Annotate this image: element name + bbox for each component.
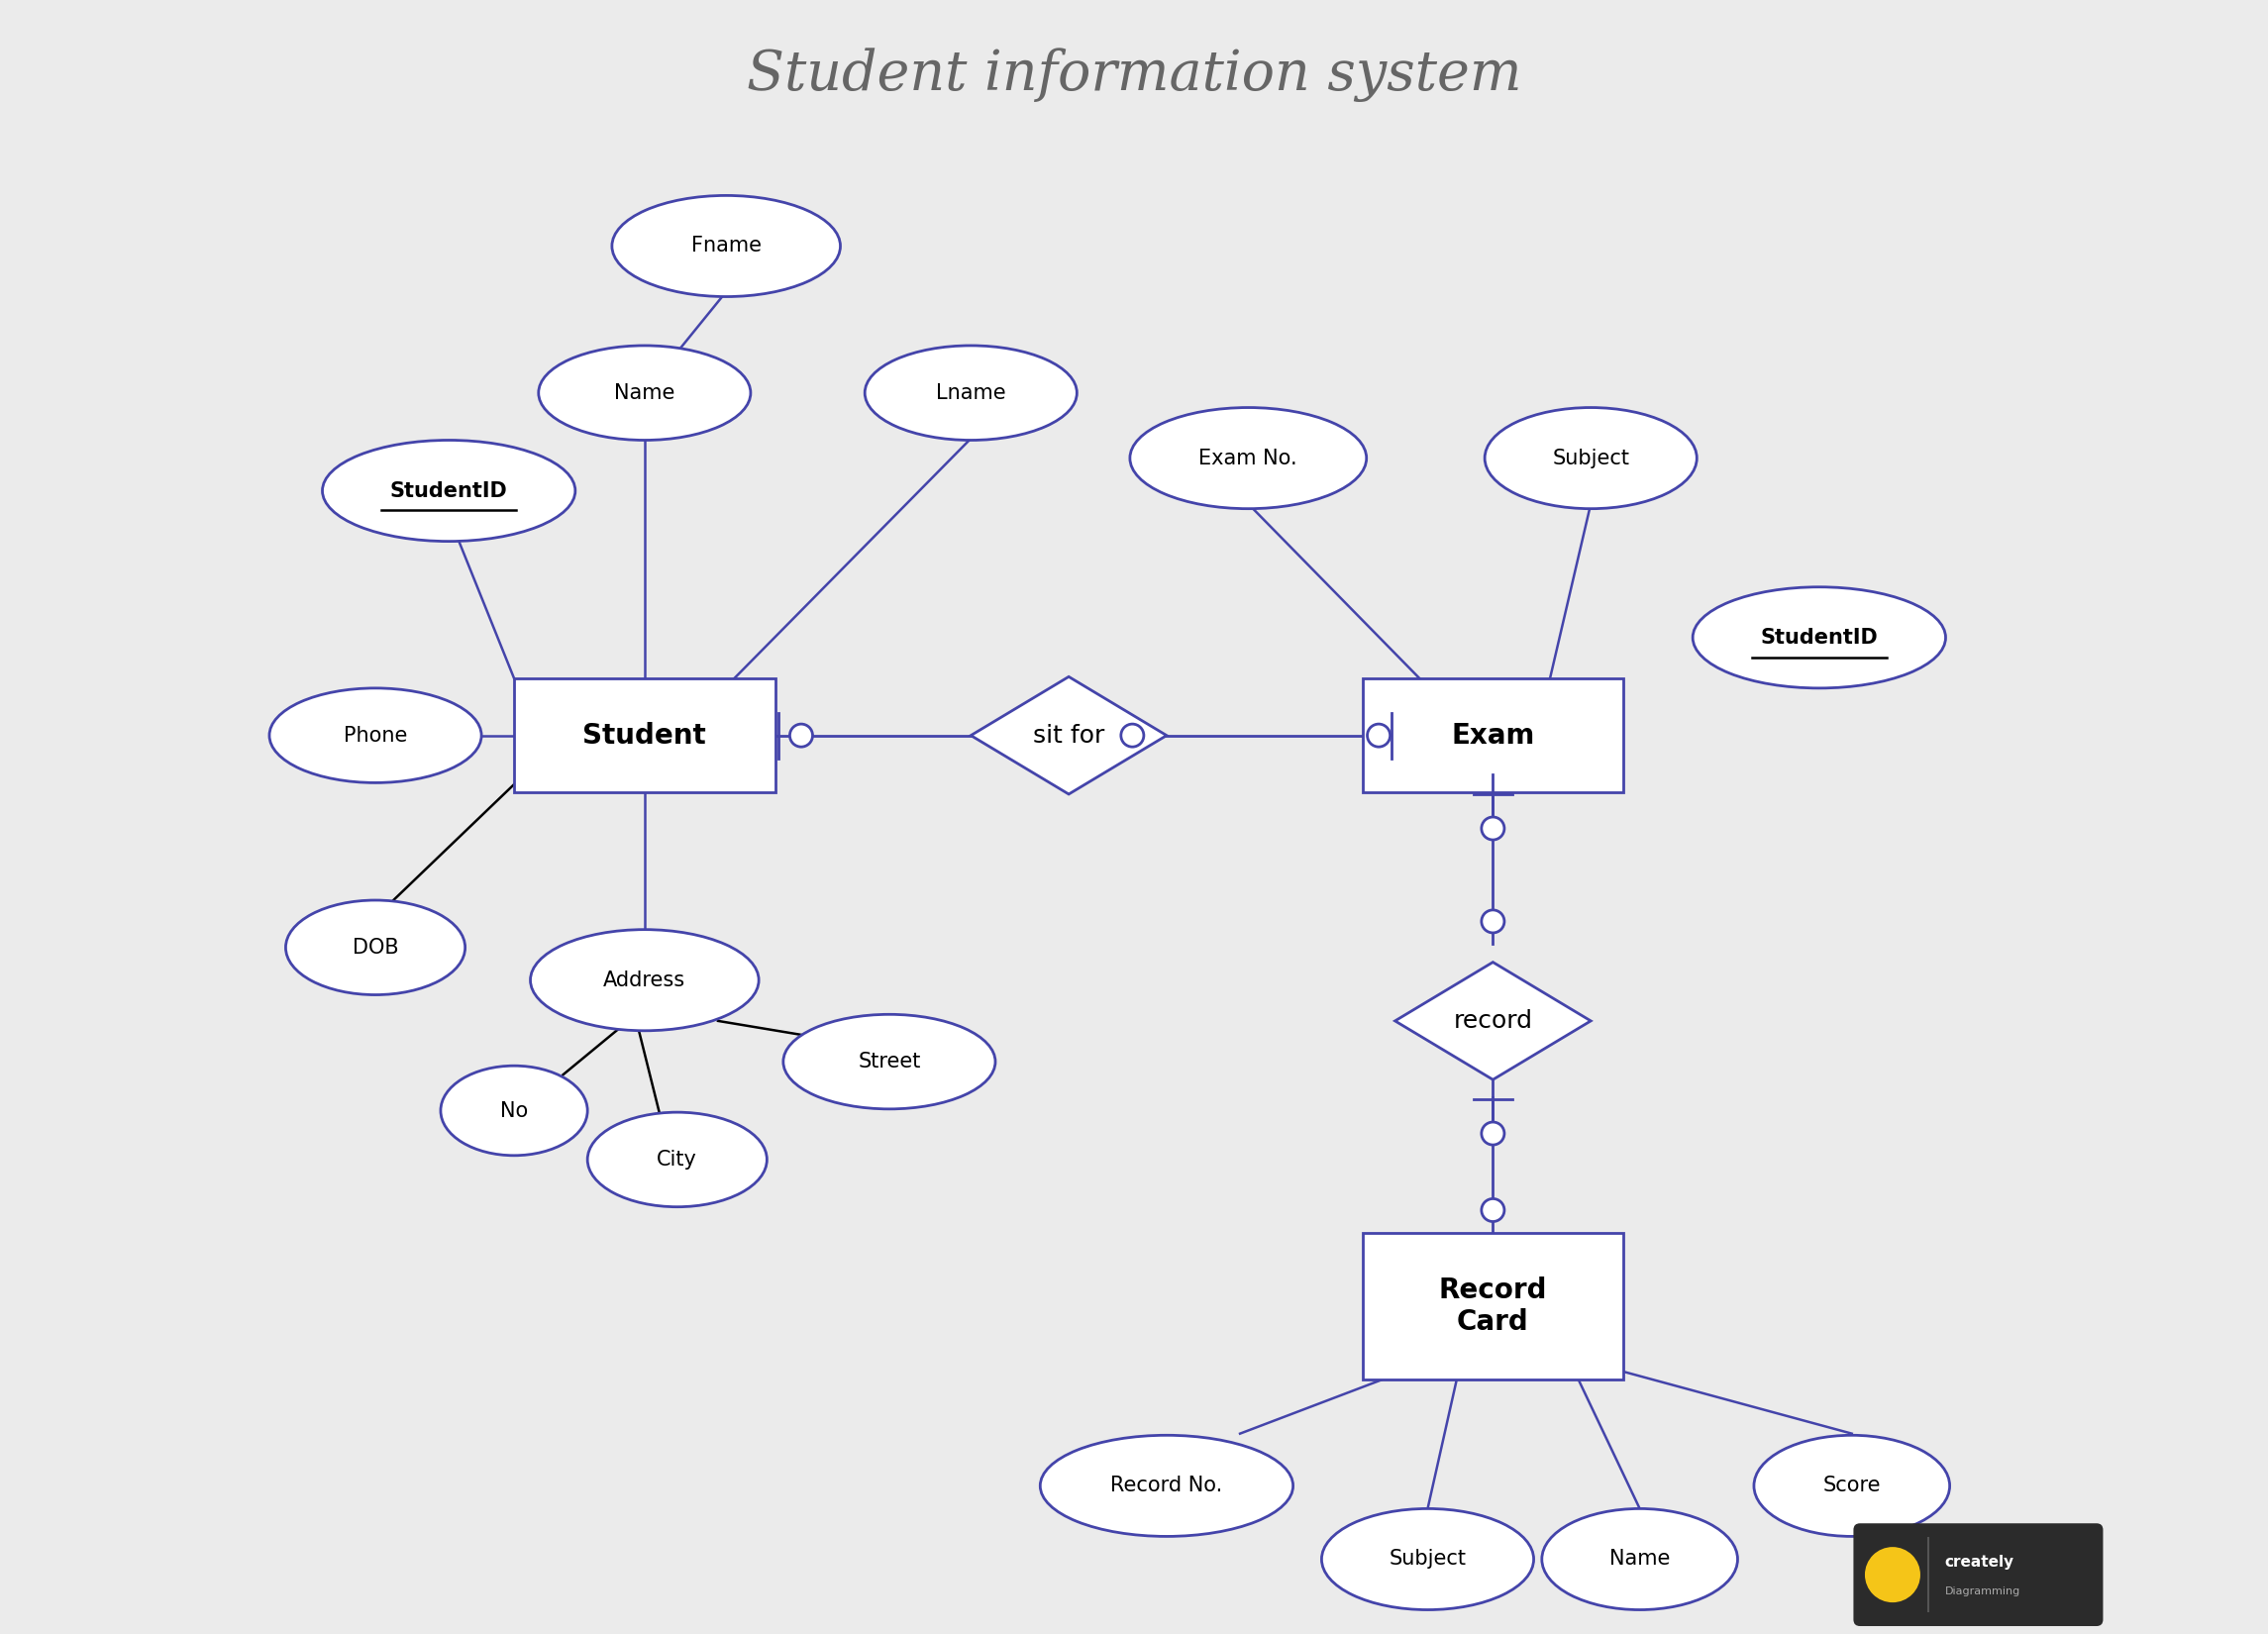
Text: StudentID: StudentID [390,480,508,500]
Text: Lname: Lname [937,382,1005,402]
Text: Name: Name [615,382,676,402]
Ellipse shape [440,1065,587,1155]
Text: Subject: Subject [1388,1549,1467,1569]
Text: No: No [499,1101,528,1121]
Circle shape [1368,724,1390,747]
Text: Fname: Fname [692,237,762,257]
Circle shape [1120,724,1143,747]
Text: Exam No.: Exam No. [1200,448,1297,467]
Circle shape [1481,1123,1504,1145]
Ellipse shape [322,440,576,541]
Ellipse shape [1692,587,1946,688]
Circle shape [1481,817,1504,840]
Bar [515,678,776,792]
Text: Diagramming: Diagramming [1944,1587,2021,1596]
Text: DOB: DOB [352,938,399,958]
Text: creately: creately [1944,1556,2014,1570]
Ellipse shape [782,1015,996,1109]
Ellipse shape [612,196,841,297]
Text: record: record [1454,1010,1533,1033]
Circle shape [1481,1199,1504,1222]
Text: Student: Student [583,722,705,750]
Ellipse shape [1486,407,1696,508]
Ellipse shape [1041,1435,1293,1536]
Ellipse shape [1129,407,1368,508]
Ellipse shape [1542,1508,1737,1609]
Circle shape [789,724,812,747]
Ellipse shape [270,688,481,783]
Circle shape [1864,1547,1921,1603]
Text: Record No.: Record No. [1111,1476,1222,1495]
Text: StudentID: StudentID [1760,627,1878,647]
Text: sit for: sit for [1032,724,1105,747]
Ellipse shape [531,930,760,1031]
Text: Student information system: Student information system [746,47,1522,101]
Polygon shape [1395,962,1590,1080]
Text: Phone: Phone [342,725,408,745]
Ellipse shape [286,900,465,995]
Bar [1363,1234,1624,1379]
Text: Subject: Subject [1551,448,1628,467]
Polygon shape [971,676,1166,794]
Text: Name: Name [1610,1549,1669,1569]
Text: City: City [658,1150,699,1170]
Text: Address: Address [603,971,685,990]
Circle shape [1481,910,1504,933]
Text: Exam: Exam [1452,722,1535,750]
Ellipse shape [1322,1508,1533,1609]
Text: Street: Street [857,1052,921,1072]
Ellipse shape [538,345,751,440]
Bar [1363,678,1624,792]
Ellipse shape [864,345,1077,440]
Text: Score: Score [1823,1476,1880,1495]
Ellipse shape [587,1113,767,1208]
Ellipse shape [1753,1435,1950,1536]
FancyBboxPatch shape [1853,1523,2102,1626]
Text: Record
Card: Record Card [1438,1276,1547,1337]
